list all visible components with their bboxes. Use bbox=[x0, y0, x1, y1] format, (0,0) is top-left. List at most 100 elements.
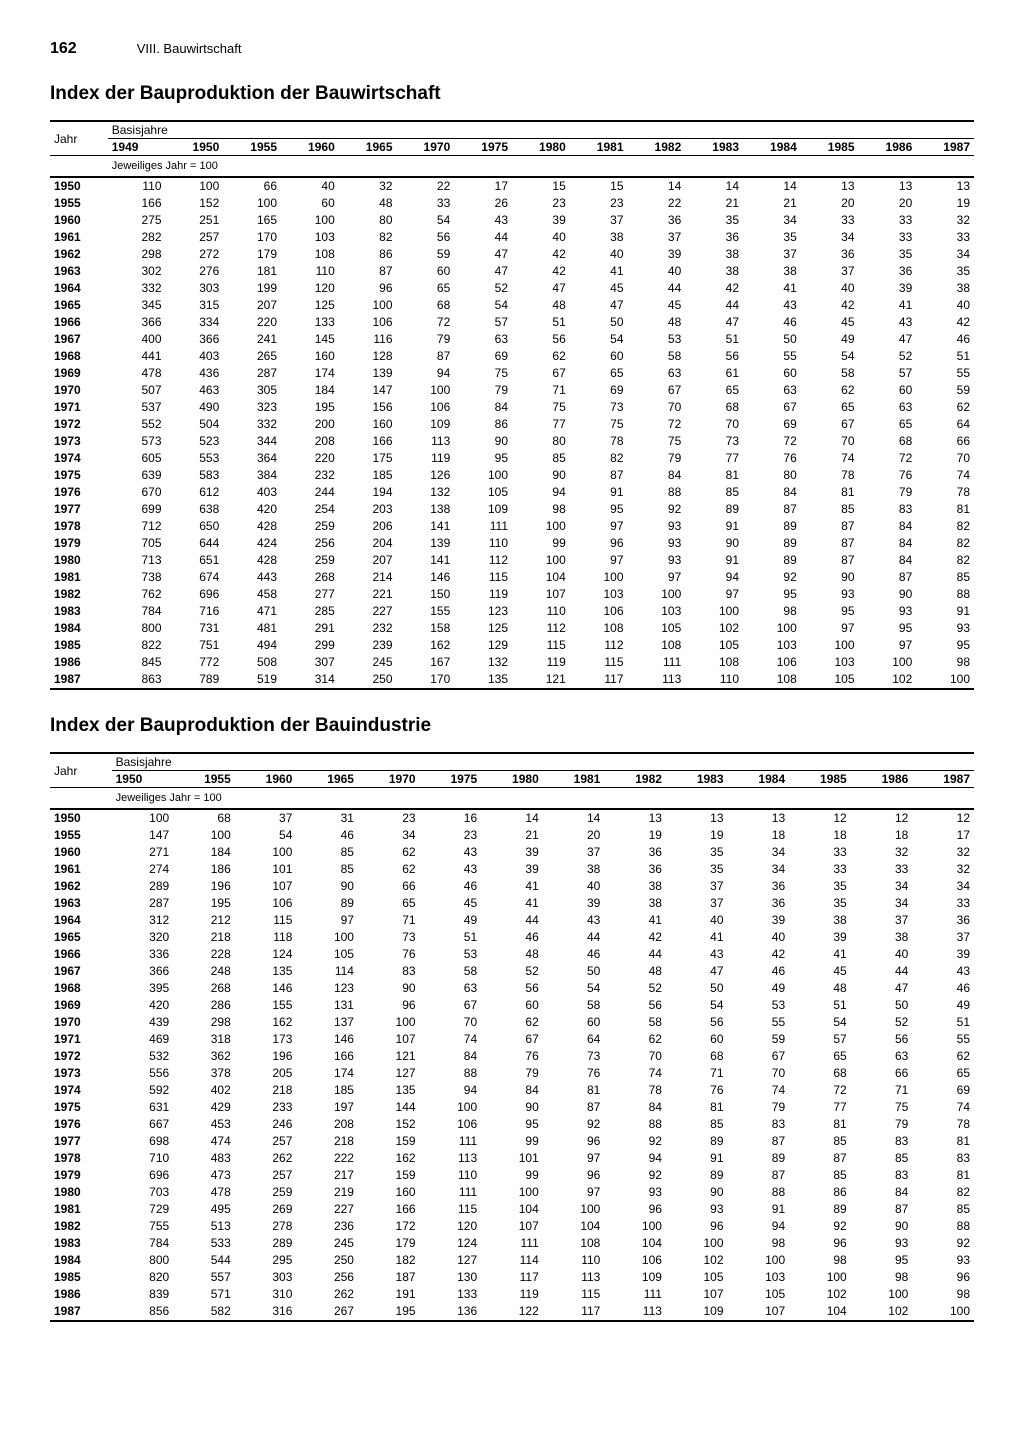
table2-cell: 262 bbox=[235, 1150, 297, 1167]
table2-header-cell: 1960 bbox=[235, 771, 297, 788]
table1-row-year: 1974 bbox=[50, 450, 108, 467]
table1-cell: 56 bbox=[685, 348, 743, 365]
table2-cell: 298 bbox=[173, 1014, 235, 1031]
table1-header-cell: 1982 bbox=[628, 139, 686, 156]
table2-cell: 420 bbox=[112, 997, 174, 1014]
table1-cell: 751 bbox=[166, 637, 224, 654]
table1-cell: 35 bbox=[743, 229, 801, 246]
table2-cell: 87 bbox=[728, 1133, 790, 1150]
table2-cell: 16 bbox=[420, 809, 482, 827]
table2-cell: 59 bbox=[728, 1031, 790, 1048]
table2-cell: 84 bbox=[851, 1184, 913, 1201]
table1-cell: 245 bbox=[339, 654, 397, 671]
table1-cell: 670 bbox=[108, 484, 166, 501]
table1-cell: 651 bbox=[166, 552, 224, 569]
table2-note: Jeweiliges Jahr = 100 bbox=[112, 788, 974, 810]
table1-cell: 160 bbox=[339, 416, 397, 433]
table1-cell: 139 bbox=[339, 365, 397, 382]
table2-cell: 513 bbox=[173, 1218, 235, 1235]
table1-cell: 259 bbox=[281, 552, 339, 569]
table1-cell: 519 bbox=[223, 671, 281, 689]
table2-cell: 48 bbox=[604, 963, 666, 980]
table1-cell: 93 bbox=[916, 620, 974, 637]
table2-cell: 698 bbox=[112, 1133, 174, 1150]
table1-row-year: 1965 bbox=[50, 297, 108, 314]
table1-cell: 53 bbox=[628, 331, 686, 348]
table1-cell: 179 bbox=[223, 246, 281, 263]
table1-cell: 85 bbox=[512, 450, 570, 467]
table1-cell: 95 bbox=[570, 501, 628, 518]
table1-cell: 40 bbox=[512, 229, 570, 246]
table2-header-cell: 1950 bbox=[112, 771, 174, 788]
table2-cell: 33 bbox=[789, 861, 851, 878]
table2-cell: 127 bbox=[358, 1065, 420, 1082]
table1-cell: 250 bbox=[339, 671, 397, 689]
table1-cell: 90 bbox=[685, 535, 743, 552]
table2-cell: 68 bbox=[666, 1048, 728, 1065]
table2-cell: 271 bbox=[112, 844, 174, 861]
table2-cell: 93 bbox=[912, 1252, 974, 1269]
table2-row-year: 1971 bbox=[50, 1031, 112, 1048]
table2-cell: 63 bbox=[851, 1048, 913, 1065]
table2-cell: 49 bbox=[912, 997, 974, 1014]
table2-cell: 88 bbox=[728, 1184, 790, 1201]
table1-cell: 79 bbox=[859, 484, 917, 501]
table2-cell: 85 bbox=[666, 1116, 728, 1133]
table1-cell: 67 bbox=[512, 365, 570, 382]
table2-cell: 105 bbox=[296, 946, 358, 963]
table2-cell: 245 bbox=[296, 1235, 358, 1252]
table2-cell: 97 bbox=[543, 1184, 605, 1201]
table1-cell: 106 bbox=[570, 603, 628, 620]
table2-cell: 34 bbox=[912, 878, 974, 895]
table1-cell: 36 bbox=[801, 246, 859, 263]
table2-cell: 110 bbox=[543, 1252, 605, 1269]
table1-cell: 54 bbox=[397, 212, 455, 229]
table1-cell: 82 bbox=[339, 229, 397, 246]
table2-cell: 117 bbox=[481, 1269, 543, 1286]
table1-cell: 38 bbox=[916, 280, 974, 297]
table1-cell: 46 bbox=[743, 314, 801, 331]
table1-cell: 494 bbox=[223, 637, 281, 654]
table1-cell: 115 bbox=[454, 569, 512, 586]
table1-cell: 47 bbox=[570, 297, 628, 314]
table2-cell: 103 bbox=[728, 1269, 790, 1286]
table2-cell: 37 bbox=[235, 809, 297, 827]
table1-cell: 45 bbox=[628, 297, 686, 314]
table1-cell: 51 bbox=[916, 348, 974, 365]
table2-cell: 70 bbox=[728, 1065, 790, 1082]
table1-cell: 490 bbox=[166, 399, 224, 416]
table2-cell: 54 bbox=[543, 980, 605, 997]
table1-cell: 175 bbox=[339, 450, 397, 467]
table2-cell: 196 bbox=[235, 1048, 297, 1065]
table2-cell: 67 bbox=[728, 1048, 790, 1065]
table2-cell: 88 bbox=[420, 1065, 482, 1082]
table2-cell: 571 bbox=[173, 1286, 235, 1303]
table1-row-year: 1987 bbox=[50, 671, 108, 689]
table1-cell: 21 bbox=[743, 195, 801, 212]
table1-cell: 87 bbox=[570, 467, 628, 484]
table1-cell: 47 bbox=[685, 314, 743, 331]
table1-cell: 68 bbox=[397, 297, 455, 314]
table1-cell: 93 bbox=[628, 552, 686, 569]
table2-cell: 47 bbox=[666, 963, 728, 980]
table1-cell: 37 bbox=[570, 212, 628, 229]
table1-cell: 323 bbox=[223, 399, 281, 416]
table2-cell: 39 bbox=[481, 861, 543, 878]
table1-header-cell: 1980 bbox=[512, 139, 570, 156]
table1-cell: 81 bbox=[685, 467, 743, 484]
table2-header-cell: 1980 bbox=[481, 771, 543, 788]
table2-cell: 32 bbox=[912, 844, 974, 861]
table2-header-cell: 1985 bbox=[789, 771, 851, 788]
table1-cell: 713 bbox=[108, 552, 166, 569]
table1-note: Jeweiliges Jahr = 100 bbox=[108, 156, 974, 178]
table1-cell: 97 bbox=[570, 552, 628, 569]
table1-cell: 32 bbox=[916, 212, 974, 229]
table1-cell: 716 bbox=[166, 603, 224, 620]
table1-row-year: 1986 bbox=[50, 654, 108, 671]
table2-cell: 113 bbox=[420, 1150, 482, 1167]
table1-cell: 639 bbox=[108, 467, 166, 484]
table2-cell: 130 bbox=[420, 1269, 482, 1286]
table1-cell: 108 bbox=[628, 637, 686, 654]
table2-cell: 90 bbox=[296, 878, 358, 895]
table2-cell: 100 bbox=[235, 844, 297, 861]
